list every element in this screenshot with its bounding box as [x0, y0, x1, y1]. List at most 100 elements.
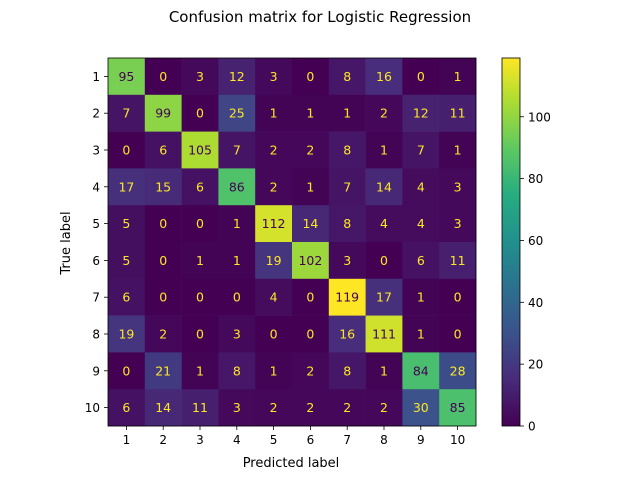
y-tick-label: 6 [92, 254, 100, 268]
heatmap-cell [365, 131, 403, 169]
cell-value-label: 0 [122, 363, 130, 378]
x-tick-label: 7 [343, 433, 351, 447]
heatmap-cell [365, 94, 403, 132]
heatmap-cell [181, 168, 219, 206]
cell-value-label: 14 [155, 400, 171, 415]
cell-value-label: 0 [454, 290, 462, 305]
cell-value-label: 2 [159, 327, 167, 342]
x-tick-label: 1 [123, 433, 131, 447]
heatmap-cell [439, 131, 477, 169]
heatmap-cell [402, 58, 440, 96]
cell-value-label: 8 [343, 143, 351, 158]
heatmap-cell [144, 278, 182, 316]
heatmap-cell [402, 315, 440, 353]
cell-value-label: 2 [306, 143, 314, 158]
cell-value-label: 85 [450, 400, 466, 415]
heatmap-cell [144, 131, 182, 169]
heatmap-cell [439, 168, 477, 206]
colorbar-tick-label: 0 [528, 420, 536, 434]
cell-value-label: 2 [306, 363, 314, 378]
heatmap-cell [292, 278, 330, 316]
heatmap-cell [292, 352, 330, 390]
cell-value-label: 0 [270, 327, 278, 342]
colorbar-tick-label: 80 [528, 172, 543, 186]
y-tick-label: 7 [92, 291, 100, 305]
x-tick-label: 9 [417, 433, 425, 447]
cell-value-label: 21 [155, 363, 171, 378]
heatmap-cell [108, 131, 146, 169]
heatmap-cell [328, 278, 366, 316]
heatmap-cell [108, 94, 146, 132]
heatmap-cell [255, 94, 293, 132]
heatmap-cell [365, 315, 403, 353]
heatmap-cell [292, 242, 330, 280]
cell-value-label: 17 [118, 179, 134, 194]
cell-value-label: 0 [380, 253, 388, 268]
cell-value-label: 6 [196, 179, 204, 194]
cell-value-label: 6 [122, 400, 130, 415]
cell-value-label: 1 [343, 106, 351, 121]
cell-value-label: 2 [380, 400, 388, 415]
heatmap-cell [292, 315, 330, 353]
cell-value-label: 0 [159, 216, 167, 231]
cell-value-label: 6 [159, 143, 167, 158]
heatmap-cell [328, 352, 366, 390]
heatmap-cell [328, 315, 366, 353]
cell-value-label: 1 [196, 363, 204, 378]
heatmap-cell-labels: 95 0 3 12 3 0 8 16 0 17 99 0 25 1 1 1 2 12 110 6 105 7 2 2 8 1 7 11… [118, 69, 465, 415]
heatmap-cell [181, 131, 219, 169]
cell-value-label: 7 [122, 106, 130, 121]
heatmap-cell [218, 58, 256, 96]
cell-value-label: 0 [122, 143, 130, 158]
heatmap-cell [365, 352, 403, 390]
cell-value-label: 1 [454, 143, 462, 158]
cell-value-label: 99 [155, 106, 171, 121]
heatmap-cell [402, 168, 440, 206]
cell-value-label: 105 [188, 143, 212, 158]
cell-value-label: 14 [376, 179, 392, 194]
heatmap-cell [144, 352, 182, 390]
cell-value-label: 12 [413, 106, 429, 121]
heatmap-cell [144, 389, 182, 427]
heatmap-cell [292, 389, 330, 427]
cell-value-label: 119 [335, 290, 359, 305]
heatmap-cell [144, 58, 182, 96]
cell-value-label: 1 [233, 253, 241, 268]
cell-value-label: 1 [380, 363, 388, 378]
heatmap-cell [255, 58, 293, 96]
heatmap-cell [181, 315, 219, 353]
cell-value-label: 4 [417, 216, 425, 231]
heatmap-cell [218, 278, 256, 316]
cell-value-label: 25 [229, 106, 245, 121]
y-tick-label: 5 [92, 217, 100, 231]
cell-value-label: 6 [122, 290, 130, 305]
cell-value-label: 111 [372, 327, 396, 342]
heatmap-cell [181, 205, 219, 243]
cell-value-label: 95 [118, 69, 134, 84]
heatmap-cell [181, 278, 219, 316]
heatmap-cell [439, 242, 477, 280]
cell-value-label: 3 [196, 69, 204, 84]
heatmap-cell [328, 131, 366, 169]
colorbar-ticks: 0 20 40 60 80 100 [520, 110, 551, 434]
cell-value-label: 11 [192, 400, 208, 415]
cell-value-label: 14 [302, 216, 318, 231]
heatmap-cell [402, 205, 440, 243]
cell-value-label: 19 [118, 327, 134, 342]
cell-value-label: 0 [233, 290, 241, 305]
cell-value-label: 7 [343, 179, 351, 194]
chart-title: Confusion matrix for Logistic Regression [169, 8, 471, 26]
heatmap-cell [108, 352, 146, 390]
y-tick-label: 4 [92, 180, 100, 194]
heatmap-cell [108, 58, 146, 96]
heatmap-cell [218, 242, 256, 280]
heatmap-cell [328, 389, 366, 427]
cell-value-label: 112 [262, 216, 286, 231]
heatmap-cell [328, 242, 366, 280]
cell-value-label: 7 [417, 143, 425, 158]
cell-value-label: 0 [306, 327, 314, 342]
cell-value-label: 28 [450, 363, 466, 378]
heatmap-cell [328, 58, 366, 96]
cell-value-label: 8 [343, 69, 351, 84]
cell-value-label: 0 [196, 216, 204, 231]
